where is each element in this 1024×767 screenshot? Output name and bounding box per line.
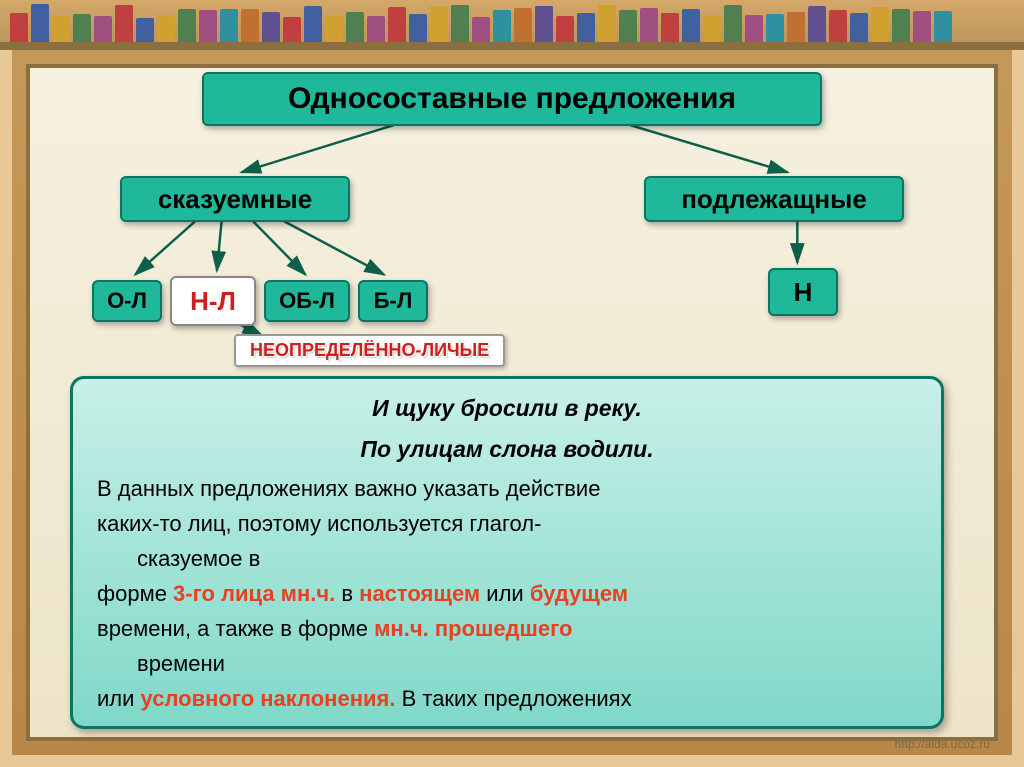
title-box: Односоставные предложения — [202, 72, 822, 126]
l2a-text: сказуемные — [158, 184, 312, 215]
box-podlezhashchnye: подлежащные — [644, 176, 904, 222]
line-4: форме 3-го лица мн.ч. в настоящем или бу… — [97, 577, 917, 610]
l2b-text: подлежащные — [681, 184, 867, 215]
explanation-box: И щуку бросили в реку. По улицам слона в… — [70, 376, 944, 729]
line-5: времени, а также в форме мн.ч. прошедшег… — [97, 612, 917, 645]
line-1: В данных предложениях важно указать дейс… — [97, 472, 917, 505]
title-text: Односоставные предложения — [288, 82, 736, 116]
leaf-bl: Б-Л — [358, 280, 428, 322]
leaf-n: Н — [768, 268, 838, 316]
example-1: И щуку бросили в реку. — [97, 391, 917, 426]
source-url: http://aida.ucoz.ru — [895, 737, 990, 751]
line-3: сказуемое в — [97, 542, 917, 575]
leaf-ol: О-Л — [92, 280, 162, 322]
line-2: каких-то лиц, поэтому используется глаго… — [97, 507, 917, 540]
line-6: времени — [97, 647, 917, 680]
category-label: НЕОПРЕДЕЛЁННО-ЛИЧЫЕ — [234, 334, 505, 367]
leaf-obl: ОБ-Л — [264, 280, 350, 322]
leaf-nl: Н-Л — [170, 276, 256, 326]
box-skazuemnye: сказуемные — [120, 176, 350, 222]
example-2: По улицам слона водили. — [97, 432, 917, 467]
line-7: или условного наклонения. В таких предло… — [97, 682, 917, 715]
